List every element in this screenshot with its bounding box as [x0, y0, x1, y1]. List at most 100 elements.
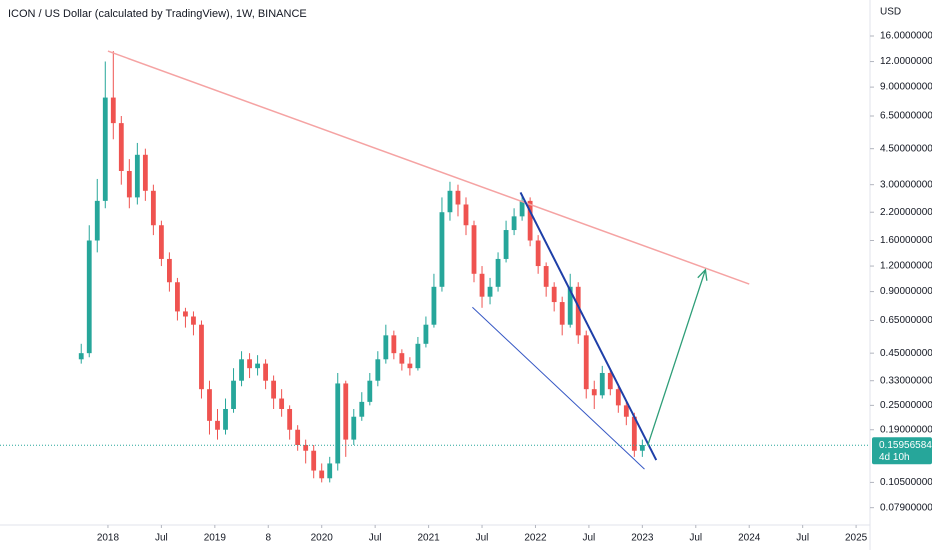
candle-body — [479, 273, 485, 297]
candle-body — [175, 282, 180, 312]
trend-line — [519, 191, 658, 461]
candle-body — [247, 359, 252, 369]
countdown-label: 4d 10h — [879, 452, 910, 463]
candle-body — [423, 324, 429, 344]
y-tick-label: 16.00000000 — [880, 31, 932, 42]
x-tick-label: Jul — [689, 533, 702, 544]
candle-body — [591, 389, 597, 396]
candle-body — [431, 286, 437, 325]
trend-line — [107, 50, 750, 285]
candle-body — [303, 445, 309, 451]
y-axis-label: USD — [880, 7, 901, 18]
candle-body — [118, 123, 124, 171]
candle-body — [623, 405, 629, 417]
candle-body — [94, 200, 100, 241]
candle-body — [199, 324, 204, 390]
candle-body — [391, 335, 397, 354]
candle-body — [351, 416, 357, 440]
arrow-head — [697, 268, 708, 281]
candle-body — [158, 225, 164, 259]
y-tick-label: 0.33000000 — [880, 375, 932, 386]
candle-body — [375, 359, 381, 381]
y-tick-label: 1.20000000 — [880, 261, 932, 272]
candle-body — [150, 190, 156, 226]
candle-body — [495, 258, 501, 287]
candle-body — [519, 200, 525, 217]
x-tick-label: 2023 — [631, 533, 654, 544]
candle-body — [487, 286, 493, 297]
candle-body — [215, 420, 220, 430]
candle-body — [383, 335, 389, 360]
y-tick-label: 1.60000000 — [880, 235, 932, 246]
x-tick-label: 2019 — [204, 533, 227, 544]
candle-body — [503, 230, 509, 259]
candle-body — [527, 200, 533, 241]
candle-body — [359, 401, 365, 417]
candle-body — [607, 372, 613, 390]
x-tick-label: Jul — [476, 533, 489, 544]
y-tick-label: 0.90000000 — [880, 286, 932, 297]
y-tick-label: 0.10500000 — [880, 477, 932, 488]
y-tick-label: 6.50000000 — [880, 111, 932, 122]
candle-body — [142, 154, 148, 191]
last-price-box — [872, 437, 932, 465]
y-tick-label: 2.20000000 — [880, 207, 932, 218]
candle-body — [543, 266, 549, 287]
candle-body — [126, 170, 132, 198]
y-tick-label: 0.45000000 — [880, 348, 932, 359]
candle-body — [535, 240, 541, 267]
x-tick-label: 2024 — [738, 533, 761, 544]
candle-body — [319, 470, 325, 479]
candle-body — [166, 258, 172, 283]
candle-body — [639, 445, 645, 451]
candle-body — [191, 316, 196, 325]
candle-body — [207, 389, 212, 421]
y-tick-label: 4.50000000 — [880, 143, 932, 154]
candle-body — [102, 97, 108, 201]
candle-body — [78, 353, 84, 360]
x-tick-label: Jul — [583, 533, 596, 544]
chart-title: ICON / US Dollar (calculated by TradingV… — [8, 8, 307, 20]
candle-body — [575, 286, 581, 336]
x-tick-label: 2021 — [417, 533, 440, 544]
y-tick-label: 0.65000000 — [880, 315, 932, 326]
candle-body — [231, 380, 236, 409]
trend-line — [647, 269, 707, 446]
candle-body — [511, 216, 517, 231]
candle-body — [327, 463, 333, 479]
y-tick-label: 0.25000000 — [880, 400, 932, 411]
candle-body — [134, 154, 140, 198]
candle-body — [567, 286, 573, 325]
candle-body — [583, 335, 589, 390]
candle-body — [110, 97, 116, 124]
y-tick-label: 0.07900000 — [880, 502, 932, 513]
candle-body — [86, 240, 92, 354]
candle-body — [631, 416, 637, 451]
x-tick-label: Jul — [796, 533, 809, 544]
y-tick-label: 12.00000000 — [880, 56, 932, 67]
candle-body — [295, 429, 301, 446]
x-tick-label: Jul — [155, 533, 168, 544]
x-tick-label: 2018 — [97, 533, 120, 544]
candle-body — [343, 383, 349, 440]
candle-body — [455, 190, 461, 205]
last-price-label: 0.15956584 — [879, 440, 932, 451]
x-tick-label: 2020 — [311, 533, 334, 544]
candle-body — [599, 372, 605, 396]
candle-body — [463, 204, 469, 226]
candle-body — [471, 225, 477, 274]
candle-body — [287, 408, 293, 430]
candle-body — [559, 302, 565, 325]
x-tick-label: Jul — [369, 533, 382, 544]
candle-body — [551, 286, 557, 303]
candle-body — [407, 363, 413, 369]
candle-body — [271, 380, 277, 399]
candle-body — [439, 212, 445, 287]
candle-body — [367, 380, 373, 402]
x-tick-label: 8 — [265, 533, 271, 544]
candle-body — [223, 408, 228, 430]
candle-body — [183, 311, 188, 317]
candle-body — [311, 450, 317, 471]
y-tick-label: 9.00000000 — [880, 82, 932, 93]
